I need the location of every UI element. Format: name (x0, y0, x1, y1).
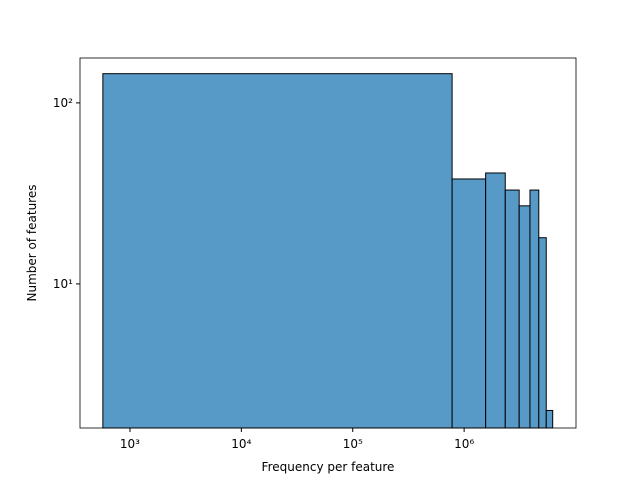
x-axis-label: Frequency per feature (262, 460, 395, 474)
x-tick-label: 10³ (120, 437, 140, 451)
bar (518, 205, 531, 429)
bar (451, 178, 487, 429)
y-tick-label: 10² (53, 96, 73, 110)
bar (504, 189, 520, 429)
bar (538, 237, 547, 429)
x-tick-label: 10⁴ (231, 437, 251, 451)
x-tick-label: 10⁶ (454, 437, 474, 451)
bar (102, 73, 453, 429)
x-tick-label: 10⁵ (343, 437, 363, 451)
plot-frame (79, 57, 577, 429)
bar (485, 172, 506, 429)
bar (545, 409, 554, 429)
y-tick-label: 10¹ (53, 277, 73, 291)
bar (529, 189, 540, 429)
y-axis-label: Number of features (25, 185, 39, 302)
